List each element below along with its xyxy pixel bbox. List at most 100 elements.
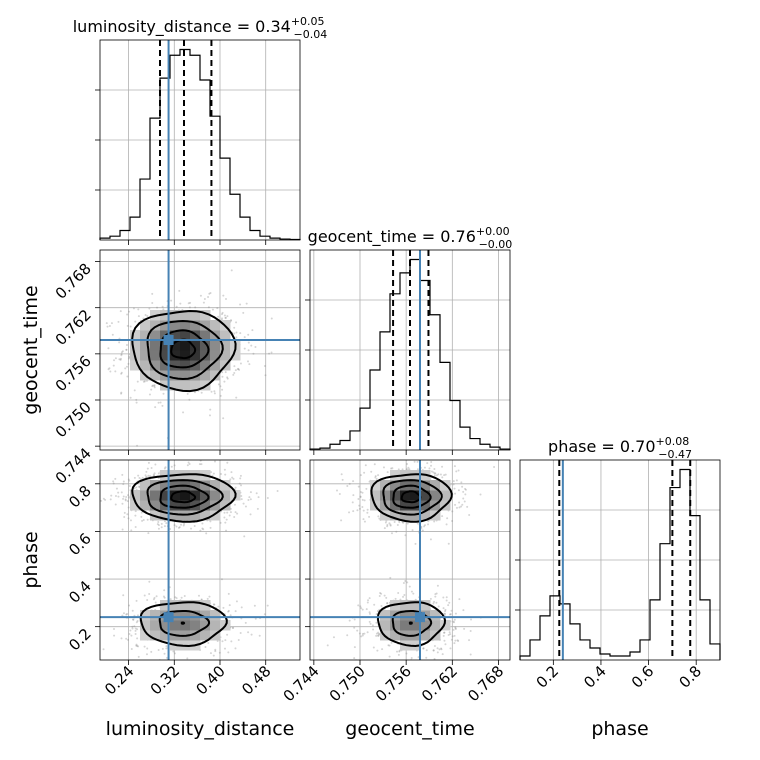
sample-point	[137, 655, 140, 658]
sample-point	[249, 491, 252, 494]
sample-point	[247, 499, 250, 502]
density-cell	[150, 330, 161, 341]
sample-point	[425, 671, 427, 673]
density-cell	[150, 480, 161, 491]
sample-point	[432, 649, 435, 652]
sample-point	[128, 310, 131, 313]
sample-point	[186, 464, 189, 467]
sample-point	[234, 486, 237, 489]
title-text: luminosity_distance = 0.34	[73, 17, 291, 37]
sample-point	[133, 625, 136, 628]
sample-point	[131, 625, 134, 628]
panel-frame	[99, 459, 301, 661]
sample-point	[227, 609, 230, 612]
title-minus: −0.04	[294, 28, 328, 41]
sample-point	[433, 474, 436, 477]
y-tick-label: 0.768	[52, 260, 95, 303]
sample-point	[125, 637, 128, 640]
sample-point	[145, 475, 148, 478]
sample-point	[112, 364, 115, 367]
sample-point	[452, 483, 455, 486]
sample-point	[238, 368, 241, 371]
sample-point	[389, 523, 392, 526]
sample-point	[221, 388, 224, 391]
sample-point	[416, 460, 419, 463]
density-cell	[400, 600, 411, 611]
sample-point	[348, 511, 351, 514]
sample-point	[452, 457, 454, 459]
sample-point	[224, 316, 227, 319]
sample-point	[173, 464, 176, 467]
sample-point	[235, 600, 238, 603]
density-cell	[140, 620, 151, 631]
sample-point	[368, 515, 371, 518]
sample-point	[183, 522, 186, 525]
sample-point	[247, 341, 250, 344]
sample-point	[382, 466, 385, 469]
sample-point	[423, 525, 426, 528]
sample-point	[134, 632, 137, 635]
sample-point	[130, 529, 133, 532]
sample-point	[363, 471, 366, 474]
density-cell	[170, 620, 181, 631]
sample-point	[119, 357, 122, 360]
sample-point	[162, 392, 165, 395]
sample-point	[406, 463, 409, 466]
sample-point	[235, 336, 238, 339]
sample-point	[464, 488, 467, 491]
sample-point	[163, 525, 166, 528]
y-tick-label: 0.750	[52, 398, 95, 441]
sample-point	[408, 585, 411, 588]
sample-point	[225, 518, 228, 521]
sample-point	[211, 308, 214, 311]
sample-point	[396, 523, 399, 526]
density-cell	[180, 360, 191, 371]
sample-point	[257, 496, 260, 499]
density-cell	[440, 490, 451, 501]
sample-point	[135, 401, 138, 404]
sample-point	[233, 326, 236, 329]
sample-point	[220, 662, 222, 664]
sample-point	[451, 520, 454, 523]
sample-point	[390, 641, 393, 644]
sample-point	[443, 474, 446, 477]
sample-point	[143, 645, 146, 648]
sample-point	[443, 631, 446, 634]
sample-point	[217, 315, 220, 318]
sample-point	[178, 289, 181, 292]
sample-point	[209, 652, 212, 655]
sample-point	[351, 501, 354, 504]
x-tick-label: 0.2	[533, 662, 563, 692]
sample-point	[422, 647, 425, 650]
sample-point	[224, 639, 227, 642]
sample-point	[170, 299, 173, 302]
sample-point	[226, 315, 229, 318]
sample-point	[199, 529, 202, 532]
sample-point	[143, 380, 146, 383]
sample-point	[353, 646, 356, 649]
sample-point	[177, 526, 180, 529]
sample-point	[235, 396, 238, 399]
sample-point	[356, 509, 359, 512]
contour-line	[131, 309, 237, 393]
sample-point	[239, 631, 242, 634]
y-tick-label: 0.756	[52, 352, 95, 395]
sample-point	[450, 638, 453, 641]
sample-point	[366, 601, 369, 604]
sample-point	[396, 650, 399, 653]
sample-point	[213, 392, 216, 395]
sample-point	[406, 581, 409, 584]
sample-point	[266, 604, 269, 607]
sample-point	[230, 319, 233, 322]
density-cell	[180, 610, 191, 621]
sample-point	[120, 392, 123, 395]
density-cell	[220, 500, 231, 511]
sample-point	[120, 351, 123, 354]
density-cell	[190, 630, 201, 641]
sample-point	[200, 463, 203, 466]
sample-point	[461, 485, 464, 488]
sample-point	[154, 601, 157, 604]
title-minus: −0.47	[658, 448, 692, 461]
sample-point	[109, 370, 112, 373]
density-cell	[190, 380, 201, 391]
